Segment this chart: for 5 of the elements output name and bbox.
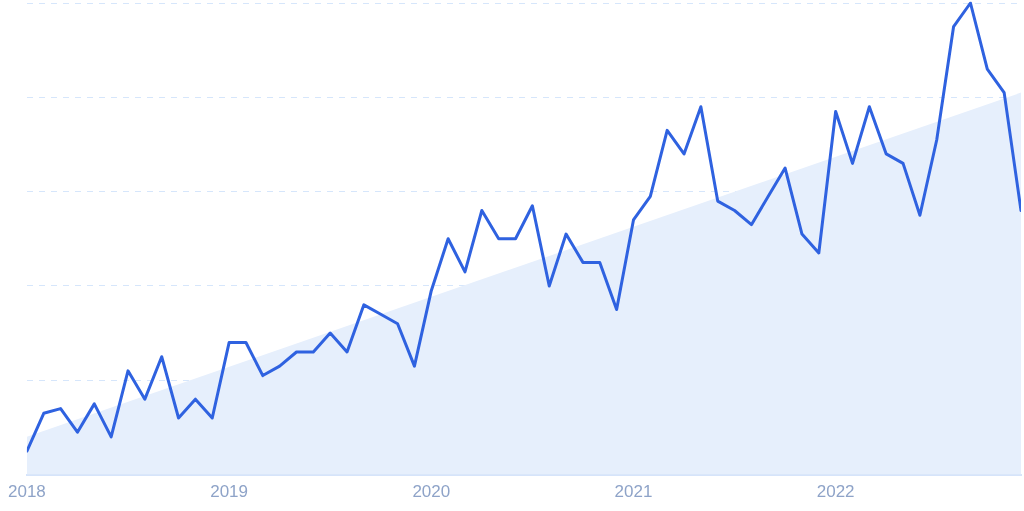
x-tick-label: 2019 [210, 482, 249, 502]
x-tick-label: 2022 [816, 482, 855, 502]
x-tick-label: 2020 [412, 482, 451, 502]
x-tick-label: 2018 [8, 482, 46, 502]
x-tick-label: 2021 [614, 482, 653, 502]
